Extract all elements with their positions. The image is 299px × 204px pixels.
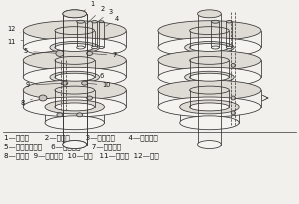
Ellipse shape (55, 56, 94, 64)
Ellipse shape (82, 81, 88, 85)
Ellipse shape (99, 21, 104, 23)
Ellipse shape (23, 50, 126, 70)
Ellipse shape (87, 51, 93, 55)
Ellipse shape (190, 43, 229, 51)
Ellipse shape (185, 42, 234, 53)
Ellipse shape (63, 141, 87, 149)
Text: 7: 7 (92, 52, 117, 58)
Ellipse shape (39, 95, 47, 101)
Ellipse shape (198, 10, 221, 18)
Ellipse shape (211, 20, 219, 23)
Ellipse shape (185, 84, 234, 96)
Ellipse shape (55, 86, 94, 94)
Ellipse shape (231, 63, 235, 67)
Ellipse shape (55, 43, 94, 51)
Ellipse shape (55, 73, 94, 81)
Text: 4: 4 (106, 16, 119, 26)
Ellipse shape (62, 81, 68, 85)
Ellipse shape (23, 21, 126, 41)
Ellipse shape (57, 113, 63, 117)
Text: 9: 9 (26, 82, 62, 88)
Ellipse shape (180, 100, 239, 114)
Ellipse shape (45, 100, 104, 114)
Ellipse shape (63, 10, 87, 18)
Ellipse shape (198, 141, 221, 149)
Text: 5—容积式盛料器    6—连接管道     7—进气气孔: 5—容积式盛料器 6—连接管道 7—进气气孔 (4, 144, 121, 150)
Text: 5: 5 (24, 48, 57, 54)
Ellipse shape (55, 103, 94, 111)
Ellipse shape (211, 46, 219, 49)
Ellipse shape (158, 80, 261, 100)
Ellipse shape (23, 38, 126, 57)
Ellipse shape (158, 38, 261, 57)
Ellipse shape (50, 84, 100, 96)
Ellipse shape (91, 21, 97, 23)
Text: 10: 10 (87, 82, 111, 88)
Ellipse shape (190, 103, 229, 111)
Ellipse shape (190, 86, 229, 94)
Ellipse shape (50, 54, 100, 66)
Ellipse shape (185, 54, 234, 66)
Ellipse shape (158, 67, 261, 87)
Ellipse shape (63, 141, 87, 149)
Ellipse shape (185, 71, 234, 83)
Text: 1: 1 (83, 1, 94, 12)
Ellipse shape (231, 111, 235, 115)
Ellipse shape (158, 21, 261, 41)
Ellipse shape (190, 27, 229, 35)
Text: 11: 11 (7, 39, 23, 44)
Ellipse shape (190, 73, 229, 81)
Ellipse shape (77, 20, 85, 23)
Ellipse shape (180, 116, 239, 130)
Ellipse shape (23, 67, 126, 87)
Ellipse shape (50, 42, 100, 53)
Ellipse shape (23, 80, 126, 100)
Ellipse shape (231, 96, 235, 100)
Ellipse shape (77, 113, 83, 117)
Ellipse shape (99, 47, 104, 49)
Ellipse shape (158, 50, 261, 70)
Text: 8—旋转盘  9—连接气道  10—通孔   11—盛料盘  12—图罩: 8—旋转盘 9—连接气道 10—通孔 11—盛料盘 12—图罩 (4, 152, 159, 159)
Ellipse shape (226, 46, 232, 49)
Ellipse shape (50, 71, 100, 83)
Text: 3: 3 (99, 9, 112, 21)
Ellipse shape (55, 27, 94, 35)
Ellipse shape (45, 116, 104, 130)
Ellipse shape (77, 46, 85, 49)
Ellipse shape (91, 46, 97, 49)
Ellipse shape (56, 50, 64, 56)
Ellipse shape (158, 97, 261, 117)
Ellipse shape (23, 97, 126, 117)
Text: 1—中心轴       2—固定較       3—送料管道      4—送料气道: 1—中心轴 2—固定較 3—送料管道 4—送料气道 (4, 135, 158, 141)
Ellipse shape (87, 96, 93, 100)
Ellipse shape (190, 56, 229, 64)
Ellipse shape (63, 10, 87, 18)
Ellipse shape (226, 21, 232, 23)
Text: 2: 2 (87, 6, 105, 24)
Text: 8: 8 (21, 99, 33, 106)
Text: 6: 6 (64, 73, 104, 79)
Text: 12: 12 (7, 26, 21, 33)
